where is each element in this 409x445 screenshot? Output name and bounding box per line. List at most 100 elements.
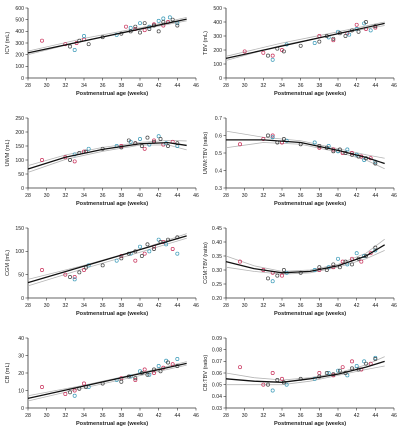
y-tick-label: 40 — [18, 336, 24, 342]
y-tick-label: 100 — [15, 158, 24, 164]
fit-line — [225, 244, 386, 274]
y-axis-label: CGM:TBV (ratio) — [203, 242, 209, 284]
data-point — [145, 242, 150, 247]
data-point — [152, 247, 156, 251]
data-point — [266, 276, 270, 281]
data-point — [317, 265, 322, 270]
data-point — [139, 144, 144, 148]
data-point — [238, 365, 242, 370]
x-tick-label: 30 — [44, 193, 50, 199]
y-tick-label: 400 — [213, 20, 222, 26]
x-tick-label: 28 — [25, 303, 31, 309]
y-tick-label: 150 — [15, 226, 24, 232]
data-point — [175, 251, 180, 256]
data-point — [336, 368, 340, 373]
data-point — [364, 361, 368, 366]
data-point — [373, 161, 378, 166]
y-tick-label: 0 — [21, 186, 24, 192]
x-tick-label: 34 — [279, 413, 285, 419]
x-axis-label: Postmenstrual age (weeks) — [274, 201, 346, 207]
y-tick-label: 300 — [15, 41, 24, 47]
data-point — [270, 57, 275, 62]
data-point — [175, 357, 180, 361]
data-point — [368, 28, 373, 33]
data-point — [284, 382, 289, 387]
x-tick-label: 30 — [242, 413, 248, 419]
fit-line — [27, 362, 187, 400]
x-tick-label: 40 — [137, 413, 143, 419]
data-point — [281, 268, 286, 272]
data-point — [350, 262, 354, 267]
x-tick-label: 38 — [316, 83, 322, 89]
x-tick-label: 34 — [81, 193, 87, 199]
data-point — [86, 146, 91, 151]
data-point — [142, 21, 147, 26]
x-tick-label: 38 — [118, 193, 124, 199]
data-point — [142, 146, 147, 151]
x-tick-label: 28 — [25, 413, 31, 419]
x-tick-label: 30 — [242, 83, 248, 89]
data-point — [145, 372, 150, 377]
y-axis-label: UWM (mL) — [5, 139, 11, 166]
y-tick-label: 10 — [18, 388, 24, 394]
data-point — [72, 393, 77, 398]
x-tick-label: 34 — [81, 413, 87, 419]
y-tick-label: 0.06 — [212, 371, 222, 377]
x-tick-label: 30 — [242, 193, 248, 199]
x-tick-label: 34 — [81, 83, 87, 89]
y-tick-label: 600 — [15, 6, 24, 12]
x-tick-label: 28 — [25, 193, 31, 199]
panel-3: 28 30 32 34 36 38 40 42 44 46 0 50 100 150 200 250 Postm… — [5, 116, 199, 207]
ci-lower-line — [27, 144, 187, 173]
x-tick-label: 36 — [100, 193, 106, 199]
panel-1: 28 30 32 34 36 38 40 42 44 46 0 100 200 300 400 500 600 P… — [5, 6, 199, 97]
y-tick-label: 200 — [213, 48, 222, 54]
x-tick-label: 44 — [174, 193, 180, 199]
data-point — [317, 39, 322, 44]
data-point — [270, 371, 275, 375]
data-point — [133, 24, 138, 29]
data-point — [77, 270, 82, 275]
x-tick-label: 32 — [260, 303, 266, 309]
data-point — [270, 279, 275, 284]
x-tick-label: 30 — [44, 413, 50, 419]
x-tick-label: 32 — [62, 83, 68, 89]
data-point — [68, 275, 72, 279]
ci-lower-line — [225, 25, 385, 61]
data-point — [72, 388, 77, 393]
data-point — [138, 244, 142, 249]
data-point — [340, 259, 345, 264]
x-tick-label: 44 — [372, 413, 378, 419]
y-axis-label: CGM (mL) — [5, 250, 11, 276]
data-point — [364, 20, 368, 24]
data-point — [156, 134, 161, 139]
data-point — [119, 256, 124, 261]
data-point — [152, 138, 156, 143]
data-point — [373, 248, 378, 253]
y-tick-label: 500 — [213, 6, 222, 12]
data-point — [326, 371, 331, 375]
data-point — [156, 29, 161, 34]
x-tick-label: 46 — [391, 83, 397, 89]
x-tick-label: 40 — [137, 83, 143, 89]
x-tick-label: 40 — [335, 83, 341, 89]
y-axis-label: TBV (mL) — [203, 31, 209, 55]
data-point — [139, 254, 144, 258]
data-point — [86, 42, 91, 47]
x-tick-label: 44 — [174, 413, 180, 419]
data-point — [167, 15, 172, 20]
data-point — [242, 49, 247, 54]
y-axis-label: UWM:TBV (ratio) — [203, 132, 209, 175]
ci-upper-line — [27, 361, 187, 397]
data-point — [347, 32, 352, 37]
x-tick-label: 40 — [335, 413, 341, 419]
x-tick-label: 32 — [62, 413, 68, 419]
y-tick-label: 0.40 — [212, 240, 222, 246]
panel-5: 28 30 32 34 36 38 40 42 44 46 0 50 100 150 Postmenstru… — [5, 226, 199, 317]
x-axis-label: Postmenstrual age (weeks) — [274, 421, 346, 427]
data-point — [142, 367, 147, 372]
y-tick-label: 0.7 — [215, 116, 222, 122]
data-point — [373, 357, 378, 361]
y-tick-label: 0.45 — [212, 226, 222, 232]
